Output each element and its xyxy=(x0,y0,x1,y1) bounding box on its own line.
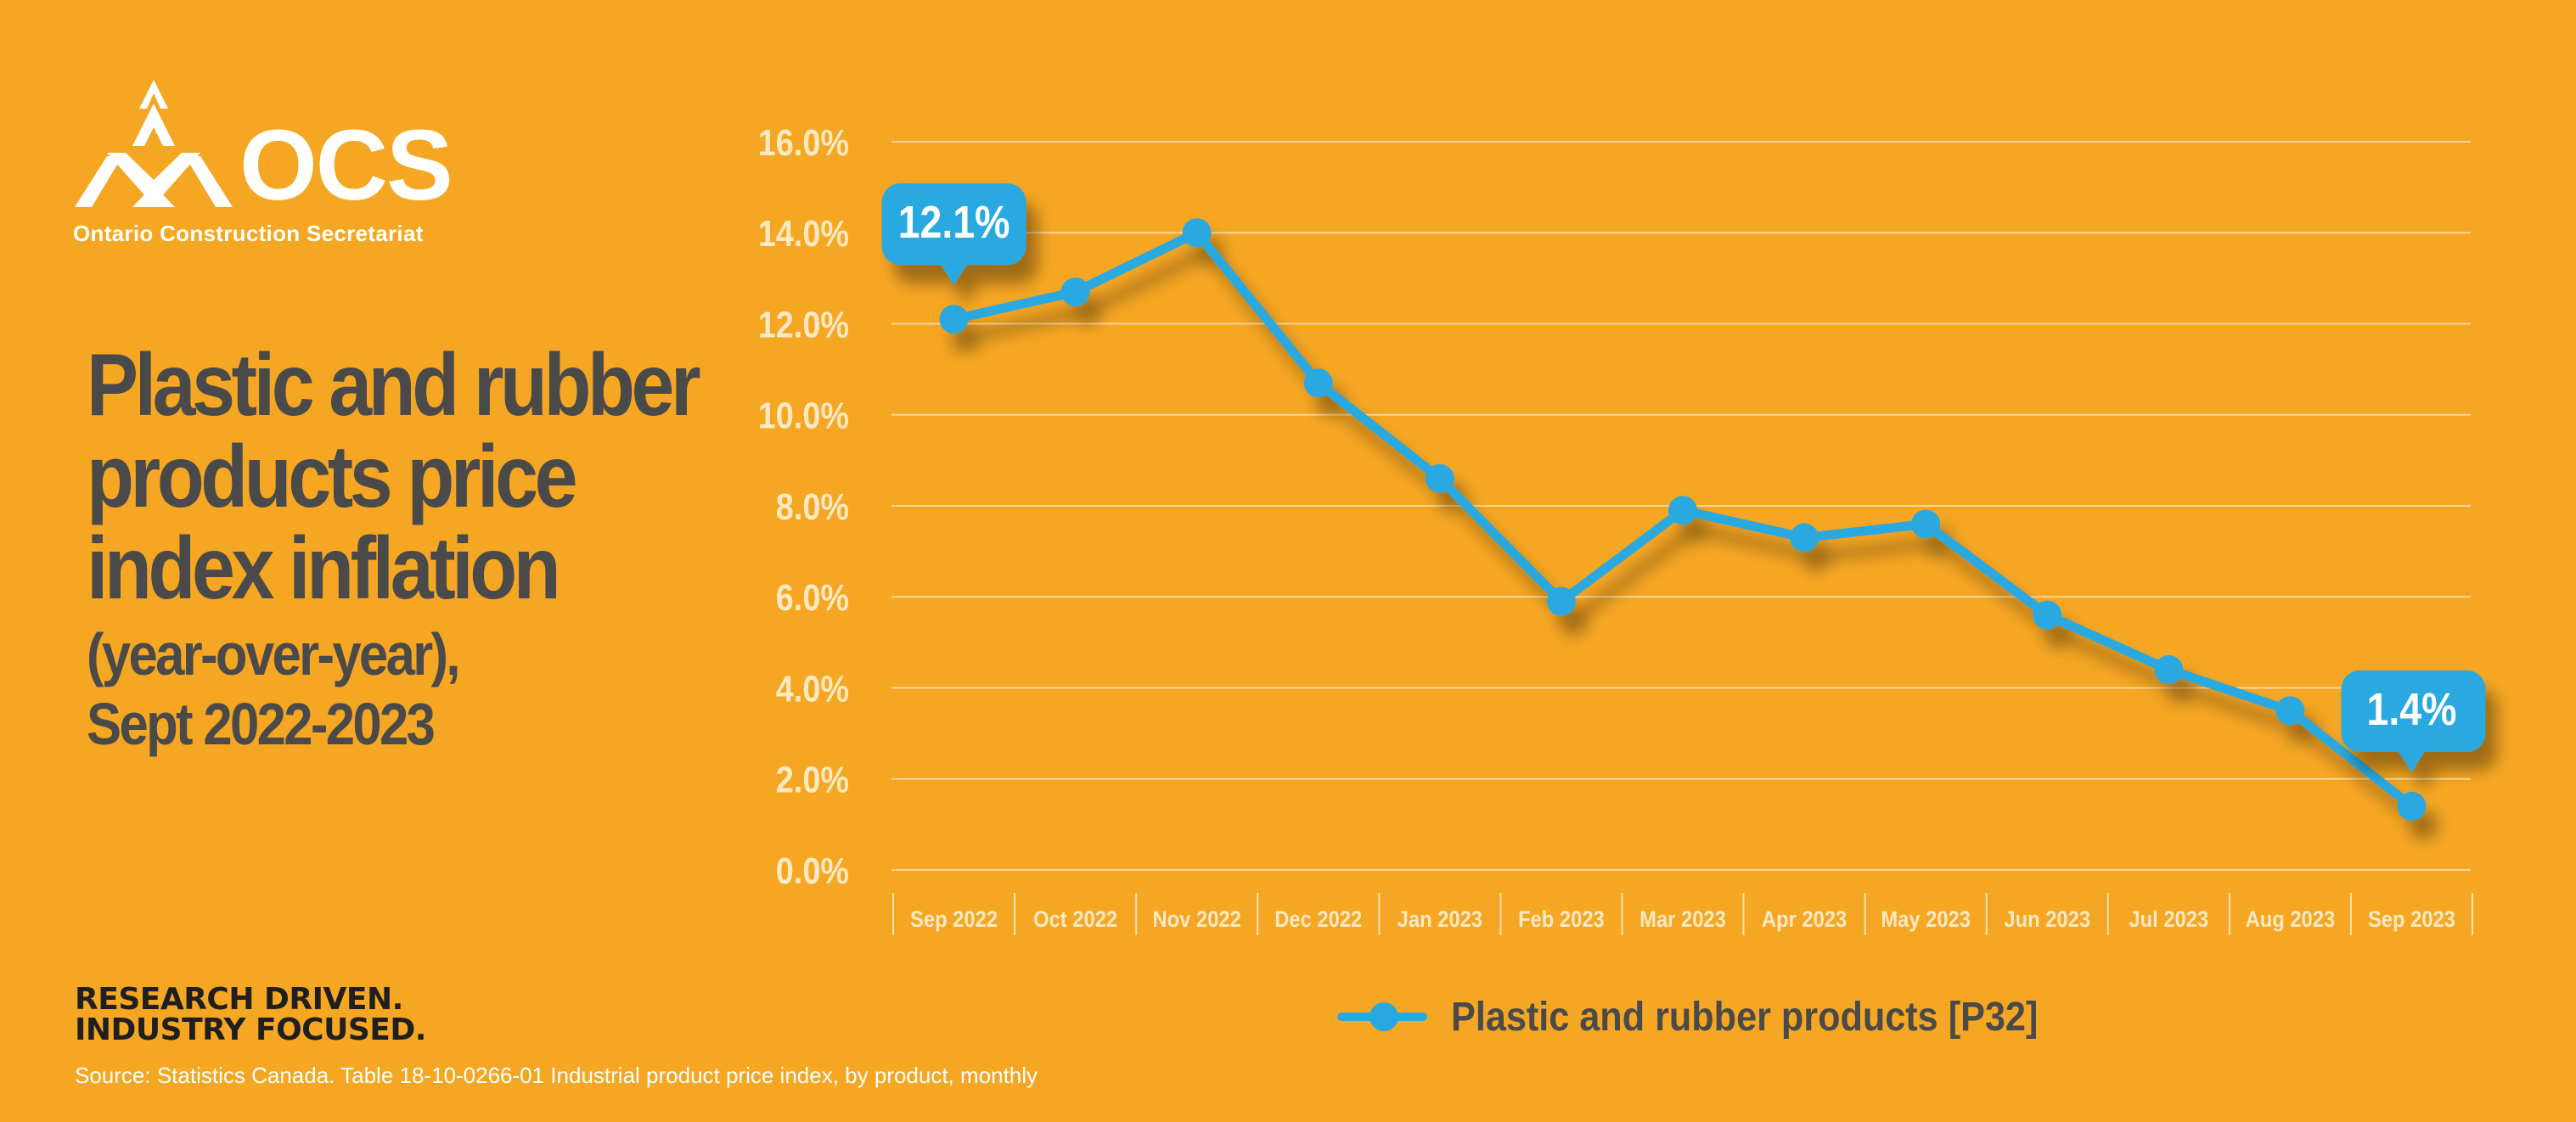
chart-subtitle-line2: Sept 2022-2023 xyxy=(87,691,436,757)
data-point xyxy=(939,305,969,334)
chart-legend: Plastic and rubber products [P32] xyxy=(1337,991,2103,1042)
x-tick-label: Sep 2023 xyxy=(2368,907,2455,933)
callout-box xyxy=(2341,670,2486,752)
data-point xyxy=(1668,496,1697,525)
x-tick-label: Aug 2023 xyxy=(2246,907,2336,933)
callout-label: 12.1% xyxy=(898,196,1010,248)
y-tick-label: 2.0% xyxy=(776,759,849,800)
data-point xyxy=(1790,523,1820,553)
logo-org-name: Ontario Construction Secretariat xyxy=(73,221,424,246)
callout-pointer xyxy=(2398,750,2426,772)
legend-label: Plastic and rubber products [P32] xyxy=(1451,994,2039,1040)
x-tick-label: Jan 2023 xyxy=(1398,907,1482,933)
chart-title: Plastic and rubber products price index … xyxy=(87,336,701,618)
data-point xyxy=(2397,791,2427,821)
data-point xyxy=(2154,655,2184,685)
data-point xyxy=(2033,600,2062,630)
y-tick-label: 10.0% xyxy=(758,395,849,436)
ocs-logo: OCS Ontario Construction Secretariat xyxy=(73,78,548,256)
x-tick-label: Oct 2022 xyxy=(1033,907,1117,933)
callout-pointer xyxy=(940,264,968,286)
x-tick-label: Mar 2023 xyxy=(1640,907,1726,933)
x-tick-label: Apr 2023 xyxy=(1762,907,1847,933)
logo-wordmark: OCS xyxy=(239,109,453,222)
y-tick-label: 4.0% xyxy=(776,668,849,710)
data-point xyxy=(1182,218,1212,248)
data-point xyxy=(2275,696,2305,726)
tagline: RESEARCH DRIVEN. INDUSTRY FOCUSED. xyxy=(75,985,426,1046)
data-point xyxy=(1911,509,1941,539)
callout-end: 1.4% xyxy=(2341,670,2486,772)
y-tick-label: 0.0% xyxy=(776,850,849,891)
ocs-emblem-icon xyxy=(75,80,233,207)
x-tick-label: Jun 2023 xyxy=(2004,907,2090,933)
data-point xyxy=(1425,463,1454,493)
y-tick-label: 12.0% xyxy=(758,304,849,345)
data-point xyxy=(1060,277,1090,306)
data-point xyxy=(1546,586,1576,616)
y-tick-label: 14.0% xyxy=(758,213,849,255)
x-tick-label: Feb 2023 xyxy=(1518,907,1605,933)
legend-swatch xyxy=(1337,1002,1427,1031)
legend-marker xyxy=(1370,1002,1398,1031)
callout-start: 12.1% xyxy=(881,183,1026,286)
source-note: Source: Statistics Canada. Table 18-10-0… xyxy=(75,1063,1038,1088)
callout-box xyxy=(881,183,1026,266)
chart-subtitle-line1: (year-over-year), xyxy=(87,621,461,687)
data-point xyxy=(1303,368,1333,398)
x-tick-label: Sep 2022 xyxy=(910,907,998,933)
chart-title-block: Plastic and rubber products price index … xyxy=(87,336,701,760)
y-tick-label: 6.0% xyxy=(776,577,849,619)
callout-label: 1.4% xyxy=(2367,683,2457,735)
x-tick-label: Jul 2023 xyxy=(2129,907,2208,933)
y-tick-label: 8.0% xyxy=(776,485,849,527)
x-tick-label: Nov 2022 xyxy=(1153,907,1241,933)
x-tick-label: Dec 2022 xyxy=(1274,907,1362,933)
y-tick-label: 16.0% xyxy=(758,121,849,163)
x-tick-label: May 2023 xyxy=(1881,907,1971,933)
tagline-line1: RESEARCH DRIVEN. xyxy=(75,982,403,1017)
tagline-line2: INDUSTRY FOCUSED. xyxy=(75,1013,426,1047)
series-group xyxy=(939,218,2427,821)
